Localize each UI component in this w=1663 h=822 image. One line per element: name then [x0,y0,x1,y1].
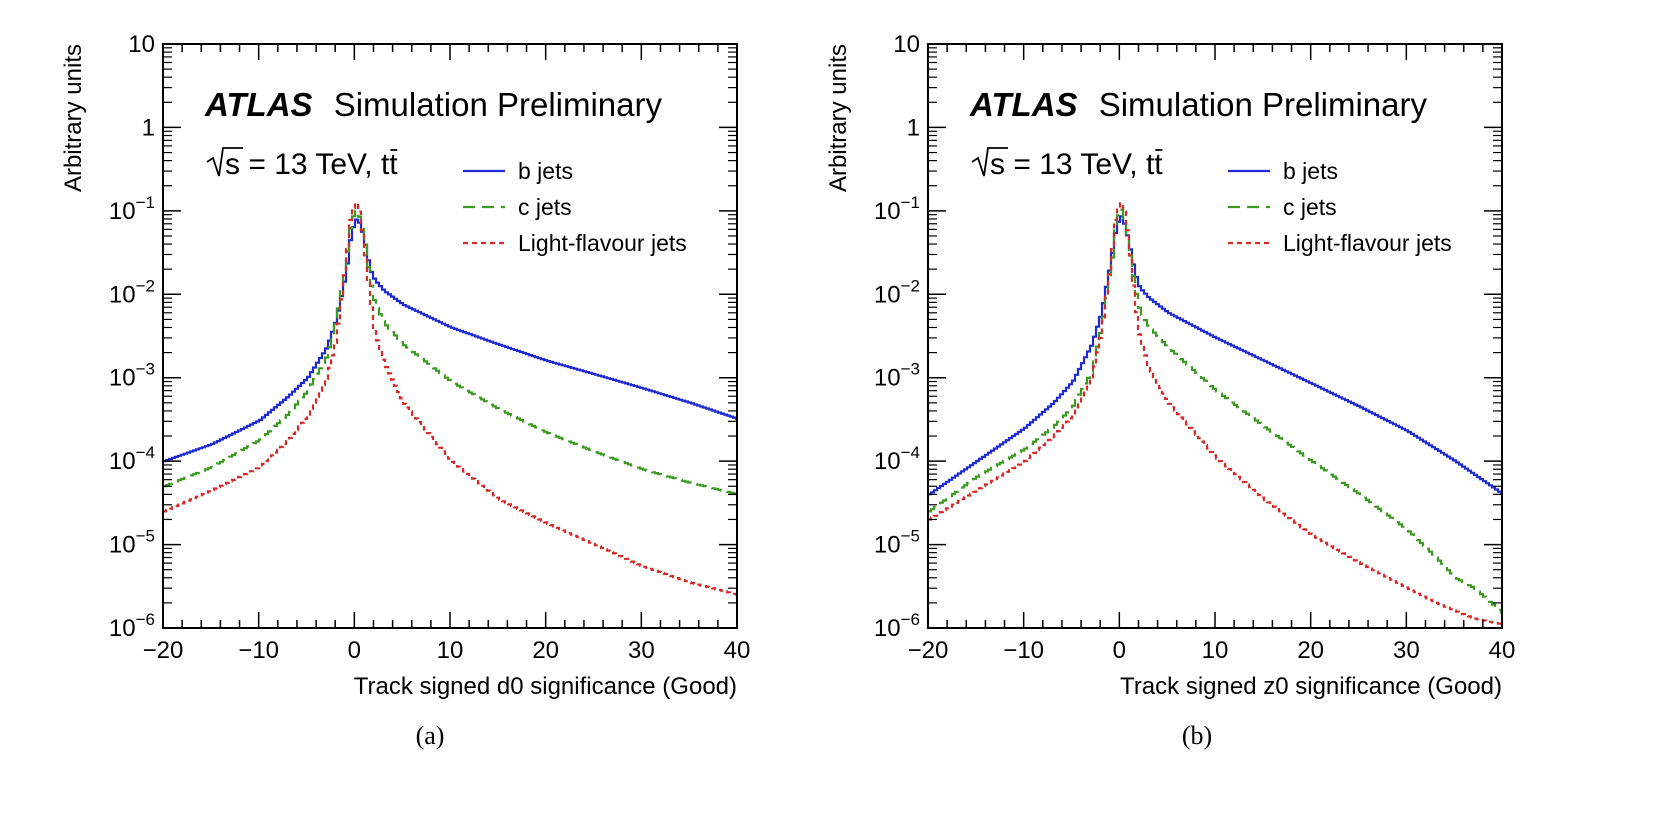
panel-a-sqrt-sign [206,147,243,177]
panel-b-atlas-label: ATLAS Simulation Preliminary [969,86,1427,123]
panel-a: −20 −10 0 10 20 30 40 10−610−510−410−310−210−1… [60,31,750,750]
panel-b-y-tick-label: 10−3 [874,360,920,392]
panel-a-x-tick-label: −20 [143,637,184,664]
panel-a-y-tick-label: 10−2 [109,276,155,308]
panel-a-energy-text: s = 13 TeV, tt [225,148,398,181]
panel-b-x-tick-label: 30 [1393,637,1420,664]
panel-b-x-tick-label: −10 [1003,637,1044,664]
panel-b-series-1-curve [928,208,1503,614]
panel-b-legend: b jets c jets Light-flavour jets [1228,158,1452,256]
panel-b-energy-label: s = 13 TeV, tt [971,147,1163,181]
panel-a-y-tick-label: 10−1 [109,193,155,225]
panel-a-legend-label-0: b jets [518,158,573,184]
panel-a-experiment-name: ATLAS [204,86,313,123]
panel-b-legend-label-0: b jets [1283,158,1338,184]
panel-b-caption: (b) [1182,721,1212,750]
panel-a-caption: (a) [416,721,445,750]
panel-b-energy-suffix: = 13 TeV, t [1005,148,1155,181]
panel-b-experiment-name: ATLAS [969,86,1078,123]
panel-a-energy-tail: t [389,148,398,181]
panel-a-atlas-label: ATLAS Simulation Preliminary [204,86,662,123]
panel-b-y-tick-label: 10−5 [874,527,920,559]
panel-b-legend-label-2: Light-flavour jets [1283,230,1452,256]
panel-a-series-1-curve [163,209,738,496]
panel-b: −20 −10 0 10 20 30 40 10−610−510−410−310−210−1… [825,31,1515,750]
panel-a-x-ticks: −20 −10 0 10 20 30 40 [143,44,751,664]
panel-a-y-tick-label: 10−3 [109,360,155,392]
panel-a-x-tick-label: 0 [348,637,361,664]
panel-a-frame [162,43,738,629]
panel-a-y-axis-label: Arbitrary units [60,44,87,192]
panel-a-y-tick-label: 10−5 [109,527,155,559]
panel-a-y-tick-label: 1 [142,114,155,141]
panel-b-energy-prefix: s [990,148,1005,181]
panel-b-legend-label-1: c jets [1283,194,1337,220]
panel-b-series-0-curve [928,215,1503,496]
panel-a-curves [163,202,738,596]
panel-b-x-axis-label: Track signed z0 significance (Good) [1120,673,1502,700]
panel-b-y-tick-label: 10−4 [874,443,920,475]
panel-b-y-tick-label: 10 [893,31,920,58]
panel-a-energy-prefix: s [225,148,240,181]
panel-a-legend-label-1: c jets [518,194,572,220]
panel-a-series-0-curve [163,218,738,463]
panel-a-x-tick-label: 30 [628,637,655,664]
panel-b-y-tick-label: 10−1 [874,193,920,225]
panel-a-legend: b jets c jets Light-flavour jets [463,158,687,256]
panel-a-series-2-curve [163,202,738,596]
panel-b-x-tick-label: 20 [1297,637,1324,664]
panel-a-y-tick-label: 10 [128,31,155,58]
panel-a-energy-suffix: = 13 TeV, t [240,148,390,181]
panel-a-x-tick-label: 20 [532,637,559,664]
panel-b-status-text: Simulation Preliminary [1099,86,1428,123]
panel-a-legend-label-2: Light-flavour jets [518,230,687,256]
panel-a-y-tick-label: 10−4 [109,443,155,475]
panel-b-y-axis-label: Arbitrary units [825,44,852,192]
panel-b-curves [928,202,1503,626]
panel-b-y-tick-label: 10−2 [874,276,920,308]
panel-b-energy-tail: t [1154,148,1163,181]
panel-b-x-tick-label: 0 [1113,637,1126,664]
panel-b-sqrt-sign [971,147,1008,177]
panel-a-status-text: Simulation Preliminary [334,86,663,123]
panel-b-x-tick-label: 10 [1202,637,1229,664]
panel-b-energy-text: s = 13 TeV, tt [990,148,1163,181]
panel-b-y-tick-label: 1 [907,114,920,141]
panel-b-x-tick-label: −20 [908,637,949,664]
panel-a-x-tick-label: 10 [437,637,464,664]
panel-a-x-tick-label: −10 [238,637,279,664]
panel-a-energy-label: s = 13 TeV, tt [206,147,398,181]
panel-a-x-axis-label: Track signed d0 significance (Good) [354,673,737,700]
panel-b-series-2-curve [928,202,1503,626]
panel-b-x-tick-label: 40 [1489,637,1516,664]
panel-a-x-tick-label: 40 [724,637,751,664]
panel-b-x-ticks: −20 −10 0 10 20 30 40 [908,44,1516,664]
